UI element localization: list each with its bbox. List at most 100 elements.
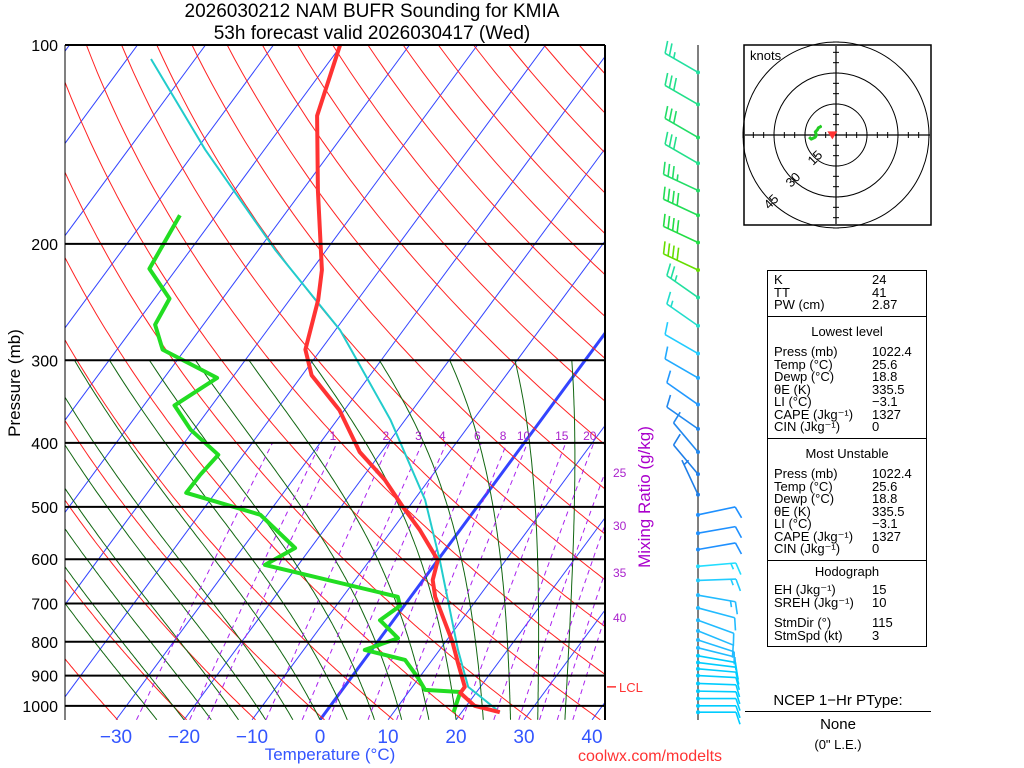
wind-barb-full xyxy=(667,188,671,202)
stat-value: 115 xyxy=(872,615,893,630)
dry-adiabat-line xyxy=(65,578,187,720)
moist-adiabat-line xyxy=(65,602,158,720)
stat-row: CAPE (Jkg⁻¹) 1327 xyxy=(774,528,926,544)
wind-barb xyxy=(696,666,740,685)
stat-row: PW (cm) 2.87 xyxy=(774,297,926,312)
wind-barb-half xyxy=(672,51,676,59)
wind-barb xyxy=(664,131,700,166)
wind-barb-staff xyxy=(697,655,736,664)
wind-barb-staff xyxy=(697,668,736,673)
wind-barb-full xyxy=(662,161,666,175)
wind-barb-dot xyxy=(696,653,700,658)
x-axis-label: Temperature (°C) xyxy=(265,745,396,764)
stat-row: CAPE (Jkg⁻¹) 1327 xyxy=(774,408,926,422)
wind-barb-full xyxy=(734,601,739,615)
wind-barb-full xyxy=(666,291,672,305)
wind-barb-full xyxy=(664,105,669,119)
wind-barb-dot xyxy=(696,681,700,686)
stat-value: −3.1 xyxy=(872,516,898,531)
wind-barb-dot xyxy=(696,323,700,328)
stat-row: CIN (Jkg⁻¹) 0 xyxy=(774,541,926,556)
stat-label: Dewp (°C) xyxy=(774,491,835,506)
chart-title-line2: 53h forecast valid 2026030417 (Wed) xyxy=(214,23,531,44)
moist-adiabat-line xyxy=(74,360,321,720)
stat-label: LI (°C) xyxy=(774,516,812,531)
stat-label: Press (mb) xyxy=(774,466,838,481)
dry-adiabat-line xyxy=(121,45,605,628)
y-axis-label: Pressure (mb) xyxy=(5,329,24,437)
wind-barb-dot xyxy=(696,188,700,193)
moist-adiabat-line xyxy=(65,527,212,720)
wind-barb xyxy=(681,459,700,497)
ptype-note: (0" L.E.) xyxy=(814,737,862,752)
wind-barb-staff xyxy=(663,173,699,192)
stat-row: TT 41 xyxy=(774,286,926,300)
wind-barb-dot xyxy=(696,135,700,140)
wind-barb-full xyxy=(672,110,678,124)
stat-label: PW (cm) xyxy=(774,297,825,312)
moist-adiabat-line xyxy=(65,444,267,720)
wind-barb-dot xyxy=(696,660,700,665)
wind-barb-dot xyxy=(696,638,700,643)
stat-row: Dewp (°C) 18.8 xyxy=(774,491,926,506)
wind-barb-full xyxy=(664,321,669,335)
pressure-tick-label: 700 xyxy=(31,596,58,613)
dry-adiabat-line xyxy=(226,45,605,490)
wind-barb-dot xyxy=(696,102,700,107)
stat-value: 1327 xyxy=(872,528,901,544)
wind-barb-full xyxy=(735,578,742,592)
wind-barb-dot xyxy=(696,402,700,407)
wind-barb-full xyxy=(664,72,669,86)
moist-adiabat-line xyxy=(65,565,185,720)
wind-barb-dot xyxy=(696,240,700,245)
wind-barb-full xyxy=(671,190,675,204)
wind-barb-dot xyxy=(696,492,700,497)
stat-value: −3.1 xyxy=(872,394,898,409)
temperature-tick-label: 40 xyxy=(581,727,602,748)
wind-barb-full xyxy=(735,705,741,719)
isotherm-line xyxy=(251,240,605,720)
wind-barb-dot xyxy=(696,645,700,650)
wind-barb-full xyxy=(676,192,680,206)
wind-barb-full xyxy=(666,263,672,276)
wind-barb-dot xyxy=(696,666,700,671)
wind-barb-staff xyxy=(663,225,699,244)
lcl-label: LCL xyxy=(619,680,643,695)
dry-adiabat-line xyxy=(931,45,1024,720)
wind-barb xyxy=(696,689,741,705)
wind-barb xyxy=(696,703,741,719)
wind-barbs xyxy=(662,40,743,725)
wind-barb-dot xyxy=(696,295,700,300)
stat-label: CIN (Jkg⁻¹) xyxy=(774,541,841,556)
wind-barb xyxy=(672,433,700,477)
wind-barb-full xyxy=(667,243,671,257)
wind-barb-full xyxy=(667,215,671,229)
stat-row: StmSpd (kt) 3 xyxy=(774,629,926,643)
dry-adiabat-line xyxy=(65,338,394,720)
mixing-ratio-label: 10 xyxy=(517,429,531,443)
wind-barb-dot xyxy=(696,710,700,715)
mixing-ratio-line xyxy=(301,442,423,720)
wind-barb-full xyxy=(735,677,741,690)
wind-barb-full xyxy=(671,245,675,259)
stats-most-unstable: Most Unstable Press (mb) 1022.4 Temp (°C) 2… xyxy=(768,439,926,561)
stats-lowest-header: Lowest level xyxy=(811,323,883,339)
mixing-ratio-line xyxy=(136,442,273,720)
wind-barb-staff xyxy=(697,630,734,646)
stat-row: Press (mb) 1022.4 xyxy=(774,345,926,359)
stat-row: K 24 xyxy=(774,273,926,287)
wind-barb-full xyxy=(672,433,681,446)
wind-barb-dot xyxy=(696,531,700,536)
wind-barb xyxy=(662,213,700,245)
pressure-tick-label: 800 xyxy=(31,635,58,652)
mixing-ratio-label: 15 xyxy=(555,429,569,443)
wind-barb-dot xyxy=(696,628,700,633)
stat-value: 15 xyxy=(872,582,887,597)
stat-row: Press (mb) 1022.4 xyxy=(774,466,926,481)
hodograph-trace xyxy=(808,124,822,141)
stat-label: Temp (°C) xyxy=(774,356,833,372)
wind-barb-half xyxy=(674,275,678,282)
pressure-tick-label: 400 xyxy=(31,436,58,453)
